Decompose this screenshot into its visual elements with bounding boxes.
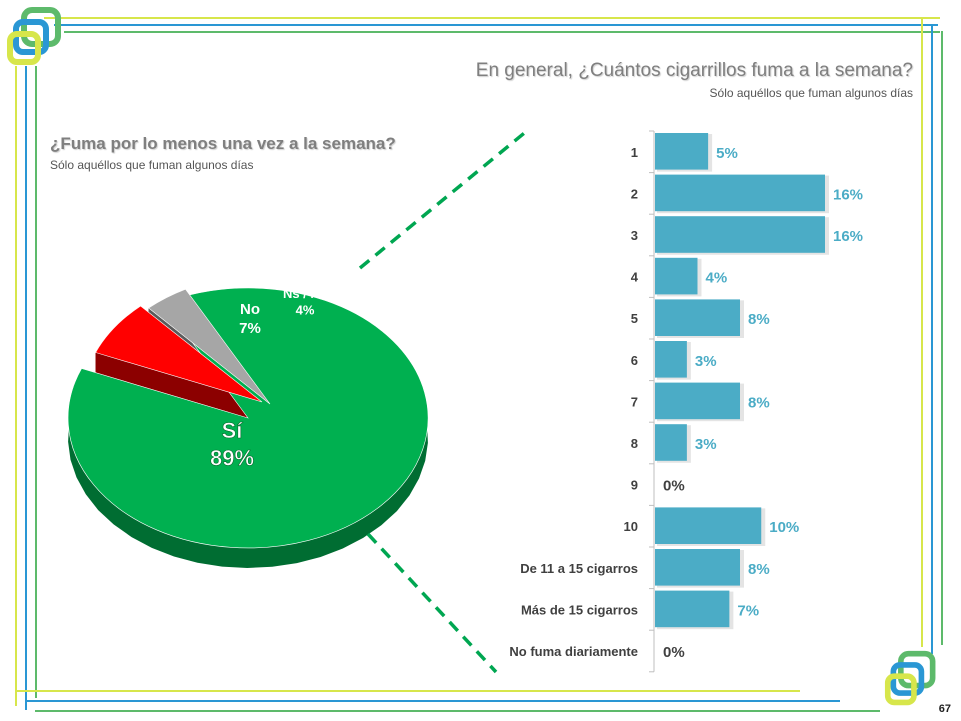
logo-squares-icon [7,7,61,65]
bar [655,341,687,378]
bar-value-label: 3% [695,353,717,370]
frame-right-blue [931,24,933,654]
pie-slice-value-label: 7% [239,320,261,337]
frame-left-green [35,66,37,698]
pie-slice-ns-nc [148,288,271,405]
pie-slice-label: No [240,301,260,318]
bar [655,549,740,586]
bar-chart-subtitle: Sólo aquéllos que fuman algunos días [709,86,913,100]
category-label: 9 [631,478,638,493]
category-label: 5 [631,311,638,326]
pie-chart-title: ¿Fuma por lo menos una vez a la semana? [50,134,396,153]
bar-value-label: 7% [737,602,759,619]
connector-line-bottom [366,532,498,674]
bar [655,507,762,544]
bar [655,216,825,253]
bar [655,257,698,295]
frame-top-yellow [44,17,940,19]
bar-value-label: 10% [769,519,799,536]
frame-left-yellow [15,66,17,706]
category-label: 8 [631,436,638,451]
bar [655,133,709,170]
frame-left-blue [25,66,27,710]
frame-bottom-green [35,710,880,712]
frame-right-green [941,31,943,645]
category-label: 2 [631,186,638,201]
bar-value-label: 5% [716,145,738,162]
category-label: 7 [631,394,638,409]
bar-value-label: 4% [706,270,728,287]
pie-slice-value-label: 4% [296,302,315,317]
category-label: Más de 15 cigarros [521,602,638,617]
category-label: 3 [631,228,638,243]
bar-value-label: 16% [833,186,863,203]
bar-value-label: 3% [695,436,717,453]
category-label: 4 [631,270,639,285]
frame-right-yellow [921,17,923,647]
connector-line-top [358,128,530,270]
bar-value-label: 0% [663,644,685,661]
category-label: No fuma diariamente [509,644,638,659]
bar-value-label: 0% [663,478,685,495]
pie-slice-label: Sí [222,418,244,443]
frame-bottom-yellow [15,690,800,692]
bar-value-label: 16% [833,228,863,245]
bar [655,174,825,212]
bar [655,299,740,336]
category-label: 6 [631,353,638,368]
pie-slice-value-label: 89% [210,446,254,471]
category-label: 10 [624,519,638,534]
bar-value-label: 8% [748,311,770,328]
pie-slice-no [95,305,263,403]
frame-top-green [64,31,940,33]
pie-chart-subtitle: Sólo aquéllos que fuman algunos días [50,158,254,172]
pie-slice-s [67,287,429,549]
frame-bottom-blue [25,700,840,702]
bar-chart-title: En general, ¿Cuántos cigarrillos fuma a … [475,60,913,81]
bar-value-label: 8% [748,394,770,411]
bar-value-label: 8% [748,561,770,578]
bar [655,424,687,461]
logo-squares-icon [884,650,936,706]
category-label: De 11 a 15 cigarros [520,561,638,576]
page-number: 67 [938,703,951,715]
category-label: 1 [631,145,638,160]
bar [655,590,730,628]
pie-slice-label: Ns / Nc [283,286,327,301]
frame-top-blue [54,24,938,26]
bar [655,382,740,420]
